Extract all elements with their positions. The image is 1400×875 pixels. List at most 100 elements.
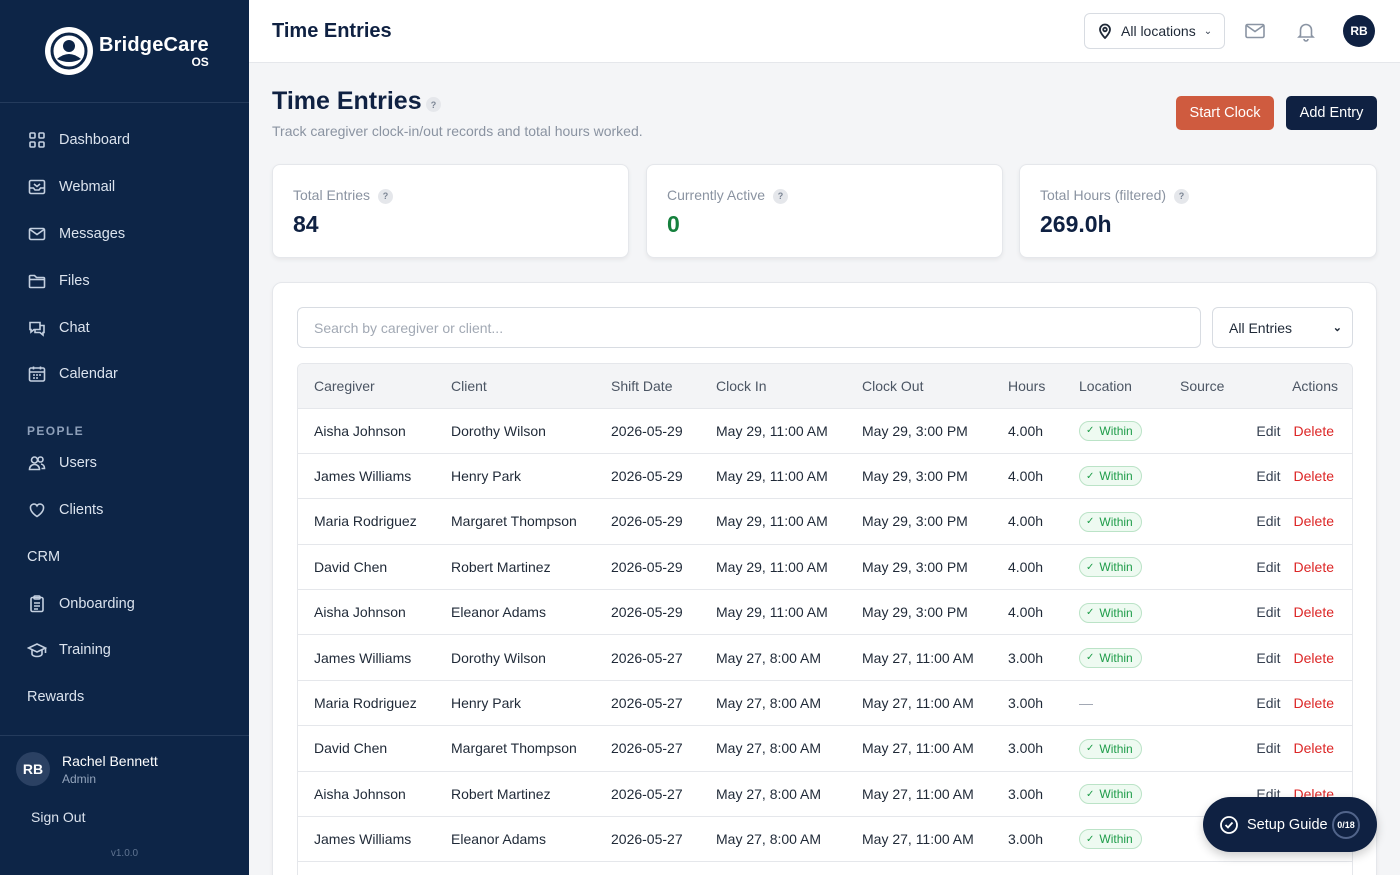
table-cell: May 27, 11:00 AM: [862, 771, 1008, 818]
column-header[interactable]: Location: [1079, 364, 1180, 409]
table-cell: 4.00h: [1008, 408, 1079, 454]
edit-button[interactable]: Edit: [1256, 604, 1281, 621]
column-header: Actions: [1252, 364, 1352, 409]
empty-value: —: [1079, 695, 1093, 712]
table-row: Maria Rodriguez Margaret Thompson 2026-05-…: [298, 498, 1352, 545]
delete-button[interactable]: Delete: [1293, 695, 1334, 712]
edit-button[interactable]: Edit: [1256, 649, 1281, 666]
badge-label: Within: [1099, 469, 1133, 484]
delete-button[interactable]: Delete: [1293, 513, 1334, 530]
location-cell: ✓ Within: [1079, 453, 1180, 500]
user-profile[interactable]: RB Rachel Bennett Admin: [0, 736, 249, 786]
search-input[interactable]: [297, 307, 1201, 348]
sidebar-item-webmail[interactable]: Webmail: [0, 164, 249, 211]
column-header[interactable]: Source: [1180, 364, 1252, 409]
entries-filter-select[interactable]: All Entries ⌄: [1212, 307, 1353, 348]
table-cell: David Chen: [298, 544, 451, 591]
table-cell: 3.00h: [1008, 680, 1079, 727]
table-cell: Henry Park: [451, 453, 611, 500]
sidebar-item-clients[interactable]: Clients: [0, 487, 249, 534]
sidebar-nav: Dashboard Webmail Messages Files Chat Ca…: [0, 103, 249, 721]
column-header[interactable]: Client: [451, 364, 611, 409]
table-cell: 2026-05-27: [611, 634, 716, 681]
start-clock-button[interactable]: Start Clock: [1176, 96, 1274, 130]
chevron-down-icon: ⌄: [1332, 322, 1342, 334]
help-icon[interactable]: ?: [378, 188, 394, 204]
edit-button[interactable]: Edit: [1256, 513, 1281, 530]
brand[interactable]: BridgeCare OS: [0, 0, 249, 103]
table-cell: Eleanor Adams: [451, 816, 611, 863]
table-cell: 3.00h: [1008, 725, 1079, 772]
delete-button[interactable]: Delete: [1293, 558, 1334, 575]
column-header[interactable]: Clock In: [716, 364, 862, 409]
brand-logo-icon: [45, 27, 93, 75]
edit-button[interactable]: Edit: [1256, 558, 1281, 575]
help-icon[interactable]: ?: [1174, 188, 1190, 204]
column-header[interactable]: Hours: [1008, 364, 1079, 409]
table-cell: James Williams: [298, 634, 451, 681]
delete-button[interactable]: Delete: [1293, 649, 1334, 666]
sidebar-item-label: Messages: [59, 225, 126, 242]
badge-label: Within: [1099, 423, 1133, 438]
stat-value: 269.0h: [1040, 211, 1112, 237]
edit-button[interactable]: Edit: [1256, 468, 1281, 485]
stat-label: Currently Active: [667, 187, 766, 203]
actions-cell: Edit Delete: [1252, 408, 1352, 454]
sidebar-item-dashboard[interactable]: Dashboard: [0, 117, 249, 164]
setup-guide-button[interactable]: Setup Guide 0/18: [1203, 797, 1377, 852]
location-selector[interactable]: All locations ⌄: [1084, 13, 1225, 49]
sidebar-item-users[interactable]: Users: [0, 440, 249, 487]
table-cell: 3.00h: [1008, 771, 1079, 818]
delete-button[interactable]: Delete: [1293, 604, 1334, 621]
delete-button[interactable]: Delete: [1293, 740, 1334, 757]
location-cell: ✓ Within: [1079, 544, 1180, 591]
bell-icon[interactable]: [1295, 20, 1317, 42]
check-icon: ✓: [1086, 607, 1095, 618]
column-header[interactable]: Caregiver: [298, 364, 451, 409]
delete-button[interactable]: Delete: [1293, 468, 1334, 485]
help-icon[interactable]: ?: [426, 97, 441, 112]
table-cell: 2026-05-27: [611, 771, 716, 818]
check-icon: ✓: [1086, 652, 1095, 664]
avatar: RB: [16, 752, 50, 786]
table-cell: May 29, 3:00 PM: [862, 544, 1008, 591]
sign-out-button[interactable]: Sign Out: [31, 809, 86, 825]
status-badge: ✓ Within: [1079, 602, 1142, 623]
map-pin-icon: [1099, 23, 1111, 39]
sidebar-item-calendar[interactable]: Calendar: [0, 351, 249, 398]
table-cell: 2026-05-29: [611, 453, 716, 500]
user-avatar-button[interactable]: RB: [1343, 15, 1375, 47]
sidebar-item-rewards[interactable]: Rewards: [0, 674, 249, 721]
column-header[interactable]: Shift Date: [611, 364, 716, 409]
edit-button[interactable]: Edit: [1256, 740, 1281, 757]
sidebar-item-crm[interactable]: CRM: [0, 533, 249, 580]
actions-cell: Edit Delete: [1252, 725, 1352, 772]
status-badge: ✓ Within: [1079, 738, 1142, 759]
table-cell: James Williams: [298, 816, 451, 863]
table-cell: May 29, 3:00 PM: [862, 408, 1008, 454]
table-cell: May 29, 3:00 PM: [862, 589, 1008, 636]
table-cell: 3.00h: [1008, 634, 1079, 681]
help-icon[interactable]: ?: [773, 188, 789, 204]
sidebar-item-onboarding[interactable]: Onboarding: [0, 580, 249, 627]
edit-button[interactable]: Edit: [1256, 695, 1281, 712]
sidebar-item-training[interactable]: Training: [0, 627, 249, 674]
sidebar-item-messages[interactable]: Messages: [0, 211, 249, 258]
column-header[interactable]: Clock Out: [862, 364, 1008, 409]
setup-guide-progress: 0/18: [1332, 811, 1360, 839]
sidebar-item-chat[interactable]: Chat: [0, 304, 249, 351]
delete-button[interactable]: Delete: [1293, 422, 1334, 439]
table-row: David Chen Robert Martinez 2026-05-29 May 2…: [298, 544, 1352, 591]
table-row: Aisha Johnson Dorothy Wilson 2026-05-29 May…: [298, 408, 1352, 454]
table-cell: [1180, 634, 1252, 681]
badge-label: Within: [1099, 787, 1133, 802]
sidebar-item-files[interactable]: Files: [0, 257, 249, 304]
page-title: Time Entries: [272, 87, 422, 115]
mail-icon[interactable]: [1244, 20, 1266, 42]
edit-button[interactable]: Edit: [1256, 422, 1281, 439]
table-cell: 3.00h: [1008, 816, 1079, 863]
add-entry-button[interactable]: Add Entry: [1286, 96, 1377, 130]
table-cell: May 27, 8:00 AM: [716, 771, 862, 818]
topbar-title: Time Entries: [272, 20, 392, 42]
table-cell: [1180, 680, 1252, 727]
